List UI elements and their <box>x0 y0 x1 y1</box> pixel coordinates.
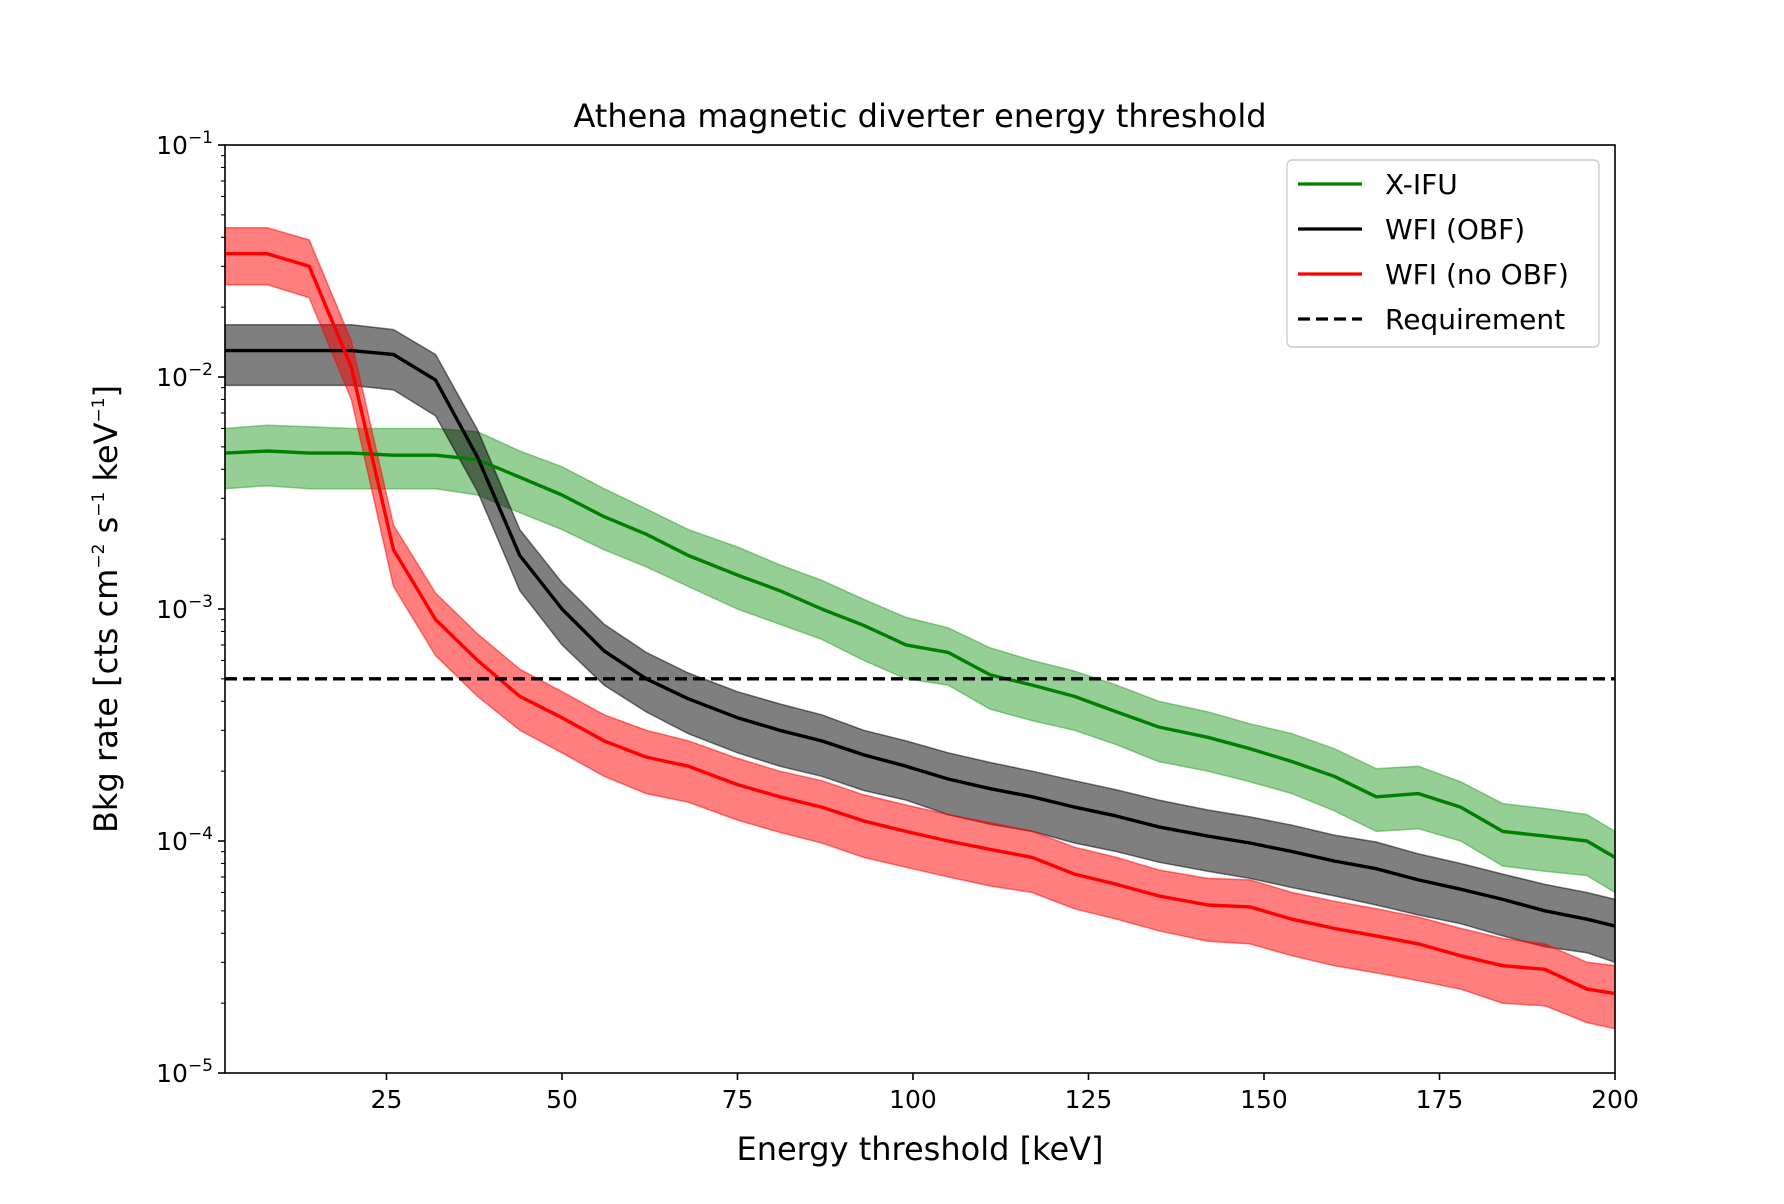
legend-box <box>1286 159 1600 348</box>
line-x-ifu <box>224 449 1616 859</box>
x-tick-label: 25 <box>371 1085 403 1114</box>
x-tick-label: 100 <box>889 1085 937 1114</box>
legend-label-wfi-no-obf: WFI (no OBF) <box>1385 258 1569 291</box>
line-wfi-obf <box>225 348 1616 928</box>
x-tick-label: 175 <box>1416 1085 1464 1114</box>
y-axis-label-mid-1: s <box>87 517 125 544</box>
legend: X-IFU WFI (OBF) WFI (no OBF) Requirement <box>1286 159 1600 348</box>
y-tick-label: 10−1 <box>156 128 213 160</box>
legend-label-xifu: X-IFU <box>1385 168 1458 201</box>
legend-label-requirement: Requirement <box>1385 303 1565 336</box>
x-axis-label: Energy threshold [keV] <box>736 1130 1103 1168</box>
x-tick-label: 75 <box>722 1085 754 1114</box>
y-axis-label-base: Bkg rate [cts cm <box>87 569 125 833</box>
y-axis-label-exp-1: −2 <box>89 544 109 569</box>
legend-label-wfi-obf: WFI (OBF) <box>1385 213 1525 246</box>
x-tick-label: 125 <box>1065 1085 1113 1114</box>
x-tick-label: 200 <box>1591 1085 1639 1114</box>
line-wfi-no-obf <box>225 251 1616 996</box>
y-tick-label: 10−3 <box>156 592 213 624</box>
chart-title: Athena magnetic diverter energy threshol… <box>573 97 1266 135</box>
y-axis-label: Bkg rate [cts cm−2 s−1 keV−1] <box>87 385 125 833</box>
y-tick-label: 10−4 <box>156 824 213 856</box>
y-tick-label: 10−2 <box>156 360 213 392</box>
series-lines <box>224 251 1616 996</box>
x-tick-label: 150 <box>1240 1085 1288 1114</box>
y-axis-label-exp-3: −1 <box>89 397 109 422</box>
x-axis: 25 50 75 100 125 150 175 200 <box>371 1073 1639 1114</box>
plot-area <box>224 226 1616 1030</box>
y-axis-label-exp-2: −1 <box>89 492 109 517</box>
y-axis-label-mid-2: keV <box>87 422 125 491</box>
x-tick-label: 50 <box>546 1085 578 1114</box>
y-tick-label: 10−5 <box>156 1056 213 1088</box>
y-axis-label-end: ] <box>87 385 125 397</box>
y-axis: 10−5 10−4 10−3 10−2 10−1 <box>156 128 225 1088</box>
